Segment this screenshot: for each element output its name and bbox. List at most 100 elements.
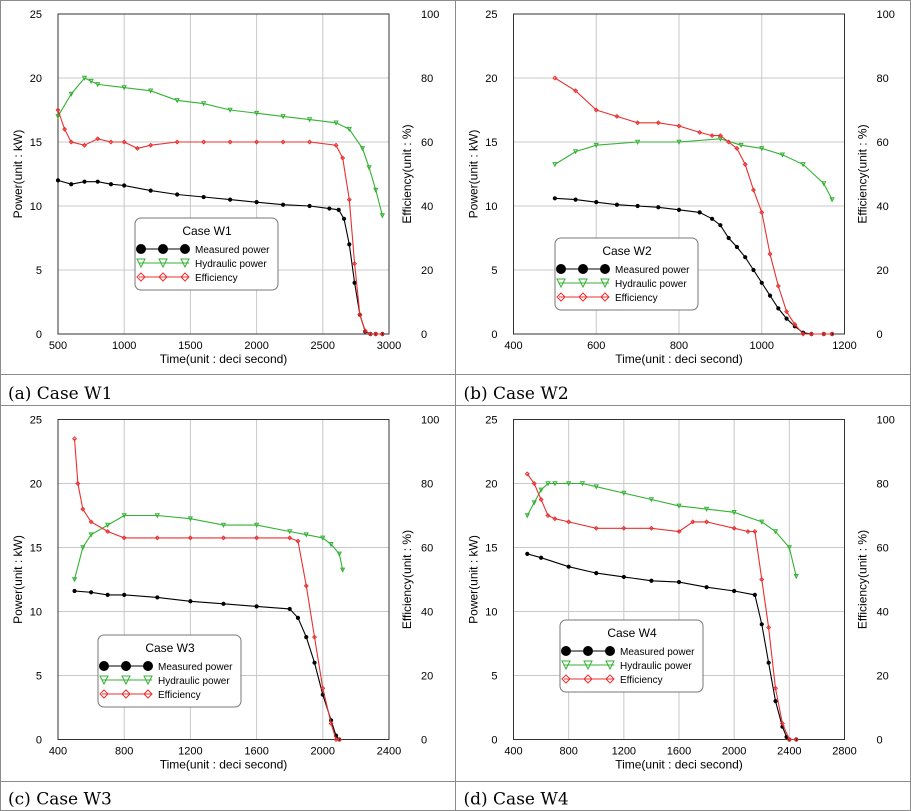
x-tick-label: 2400: [377, 746, 401, 758]
y2-tick-label: 0: [421, 735, 427, 747]
legend-marker: [99, 661, 109, 671]
data-point: [779, 720, 785, 727]
data-point: [538, 496, 544, 503]
data-point: [752, 528, 758, 535]
data-point: [703, 506, 710, 513]
data-point: [122, 592, 127, 597]
legend-label: Measured power: [195, 245, 270, 256]
x-tick-label: 2500: [311, 340, 335, 352]
legend-marker: [583, 674, 593, 684]
data-point: [88, 532, 94, 538]
data-point: [303, 532, 309, 538]
chart-panel-4: 400 800 1200 1600 2000 2400 2800 0 5 10 15 20 25 0 20 4…: [464, 415, 895, 810]
data-point: [752, 592, 757, 597]
y2-tick-label: 20: [421, 265, 433, 277]
data-point: [766, 624, 772, 631]
data-point: [328, 720, 334, 727]
data-point: [95, 136, 101, 142]
x-tick-label: 600: [587, 340, 605, 352]
panel-caption: (c) Case W3: [8, 790, 112, 810]
legend-marker: [180, 272, 190, 282]
legend-marker: [121, 689, 131, 699]
y2-tick-label: 80: [877, 73, 889, 85]
legend-title: Case W2: [602, 244, 652, 258]
data-point: [373, 187, 379, 193]
legend-label: Efficiency: [195, 273, 238, 284]
data-point: [800, 162, 806, 168]
data-point: [254, 535, 260, 541]
y-axis-label: Power(unit : kW): [11, 130, 25, 219]
data-point: [148, 142, 154, 148]
data-point: [174, 139, 180, 145]
chart-panel-3: 400 800 1200 1600 2000 2400 0 5 10 15 20 25 0 20 40 60 8…: [8, 415, 439, 810]
data-point: [105, 592, 110, 597]
data-point: [81, 75, 88, 81]
legend-marker: [121, 675, 131, 686]
data-point: [187, 535, 193, 541]
legend-marker: [605, 660, 615, 671]
data-point: [347, 242, 352, 247]
plot-area: [57, 13, 390, 335]
data-point: [254, 604, 259, 609]
x-tick-label: 1200: [178, 746, 202, 758]
data-point: [352, 261, 358, 267]
y-axis-label: Power(unit : kW): [467, 130, 481, 219]
data-point: [336, 207, 341, 212]
data-point: [786, 545, 792, 551]
legend-marker: [180, 258, 190, 269]
legend-marker: [143, 661, 153, 671]
data-point: [320, 535, 326, 541]
series-line-hydraulic-power: [73, 514, 344, 580]
data-point: [341, 216, 347, 221]
data-point: [726, 139, 732, 145]
data-point: [676, 528, 682, 535]
data-point: [621, 490, 627, 497]
x-tick-label: 3000: [377, 340, 401, 352]
data-point: [732, 588, 737, 594]
data-point: [121, 535, 127, 541]
data-point: [108, 139, 114, 145]
data-point: [573, 88, 579, 94]
y-tick-label: 0: [491, 329, 497, 341]
data-point: [88, 519, 94, 525]
data-point: [545, 512, 551, 519]
y2-tick-label: 80: [421, 479, 433, 491]
x-tick-label: 1600: [244, 746, 268, 758]
y2-tick-label: 40: [421, 201, 433, 213]
data-point: [227, 107, 233, 113]
legend-marker: [556, 278, 566, 289]
data-point: [134, 145, 140, 151]
y-tick-label: 5: [36, 265, 42, 277]
legend-marker: [578, 264, 588, 274]
legend-label: Measured power: [158, 662, 233, 673]
data-point: [745, 528, 751, 535]
data-point: [148, 88, 154, 94]
y2-tick-label: 60: [877, 543, 889, 555]
data-point: [524, 513, 530, 519]
data-point: [552, 516, 558, 522]
data-point: [68, 91, 74, 97]
data-point: [68, 139, 74, 145]
data-point: [538, 555, 544, 560]
y-tick-label: 15: [485, 137, 497, 149]
data-point: [122, 183, 127, 188]
legend-marker: [561, 646, 571, 656]
y-tick-label: 25: [485, 9, 497, 21]
data-point: [367, 331, 373, 337]
x-tick-label: 2000: [311, 746, 335, 758]
y2-tick-label: 40: [421, 607, 433, 619]
data-point: [105, 528, 111, 535]
y2-tick-label: 60: [421, 137, 433, 149]
data-point: [690, 519, 696, 525]
data-point: [80, 545, 86, 551]
y-tick-label: 10: [485, 201, 497, 213]
legend-marker: [143, 689, 153, 699]
data-point: [304, 635, 309, 640]
y-tick-label: 0: [36, 329, 42, 341]
data-point: [709, 133, 715, 139]
legend-marker: [600, 292, 610, 302]
y2-tick-label: 20: [877, 671, 889, 683]
plot-area: [57, 419, 390, 740]
data-point: [821, 181, 827, 187]
